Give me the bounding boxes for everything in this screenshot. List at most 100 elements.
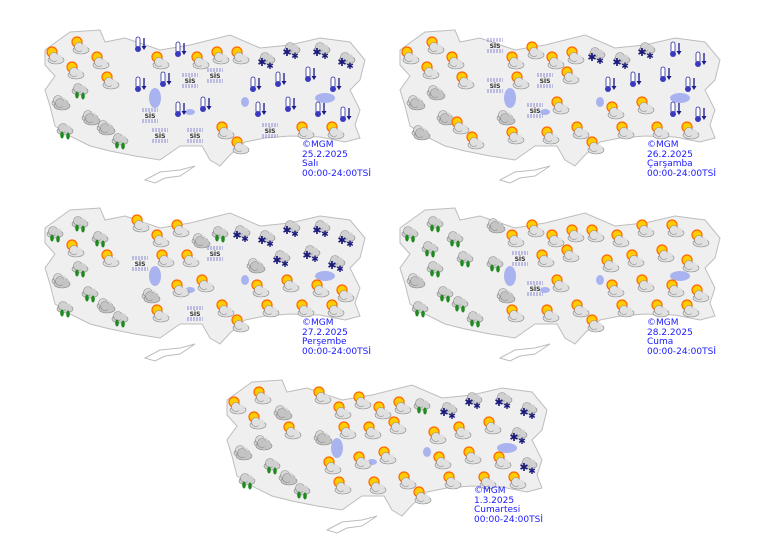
sun-cloud-icon xyxy=(506,51,525,70)
rain-icon xyxy=(71,216,89,233)
sun-cloud-icon xyxy=(326,299,345,318)
date: 27.2.2025 xyxy=(302,327,348,338)
sun-cloud-icon xyxy=(353,451,372,470)
cloud-icon xyxy=(496,288,516,304)
svg-text:✱: ✱ xyxy=(241,235,249,245)
day: Perşembe xyxy=(302,337,347,347)
period: 00:00-24:00TSİ xyxy=(647,168,716,179)
cloud-icon xyxy=(436,110,456,126)
svg-text:✱: ✱ xyxy=(612,56,621,69)
sun-cloud-icon xyxy=(651,121,670,140)
lake xyxy=(241,275,249,285)
cold-thermometer-icon xyxy=(330,76,342,92)
svg-text:✱: ✱ xyxy=(503,402,511,412)
map-caption: ©MGM 25.2.2025 Salı 00:00-24:00TSİ xyxy=(302,140,371,179)
date: 26.2.2025 xyxy=(647,149,693,160)
sun-cloud-icon xyxy=(231,136,250,155)
rain-icon xyxy=(263,458,281,475)
svg-text:✱: ✱ xyxy=(336,265,344,275)
sun-cloud-icon xyxy=(151,51,170,70)
lake xyxy=(596,275,604,285)
svg-text:✱: ✱ xyxy=(518,437,526,447)
sun-cloud-icon xyxy=(413,486,432,505)
lake xyxy=(185,109,195,115)
sun-cloud-icon xyxy=(251,279,270,298)
cloud-icon xyxy=(411,125,431,141)
sun-cloud-icon xyxy=(296,121,315,140)
sun-cloud-icon xyxy=(566,46,585,65)
sun-cloud-icon xyxy=(323,456,342,475)
rain-icon xyxy=(411,301,429,318)
sun-cloud-icon xyxy=(211,46,230,65)
cloud-icon xyxy=(191,233,211,249)
sun-cloud-icon xyxy=(333,401,352,420)
svg-text:✱: ✱ xyxy=(448,412,456,422)
snow-icon: ✱ ✱ xyxy=(282,220,301,240)
svg-text:✱: ✱ xyxy=(621,62,629,72)
cyprus-outline xyxy=(498,343,551,362)
forecast-map-day-4: SİS SİS ©MGM 28.2.2025 Cuma 00:00-24:00TS… xyxy=(385,198,725,368)
sun-cloud-icon xyxy=(368,476,387,495)
map-caption: ©MGM 28.2.2025 Cuma 00:00-24:00TSİ xyxy=(647,318,716,357)
copyright: ©MGM xyxy=(647,318,679,328)
svg-text:SİS: SİS xyxy=(135,261,146,268)
svg-text:SİS: SİS xyxy=(515,256,526,263)
turkey-map: SİS SİS xyxy=(399,207,721,362)
svg-text:✱: ✱ xyxy=(312,46,321,59)
sun-cloud-icon xyxy=(216,121,235,140)
snow-icon: ✱ ✱ xyxy=(337,230,356,250)
fog-icon: SİS xyxy=(142,108,158,123)
svg-text:SİS: SİS xyxy=(540,78,551,85)
sun-cloud-icon xyxy=(483,416,502,435)
map-caption: ©MGM 1.3.2025 Cumartesi 00:00-24:00TSİ xyxy=(474,486,543,525)
sun-cloud-icon xyxy=(363,421,382,440)
rain-icon xyxy=(466,311,484,328)
period: 00:00-24:00TSİ xyxy=(302,346,371,357)
snow-icon: ✱ ✱ xyxy=(327,255,346,275)
sun-cloud-icon xyxy=(636,219,655,238)
sun-cloud-icon xyxy=(666,219,685,238)
rain-icon xyxy=(426,216,444,233)
rain-icon xyxy=(486,256,504,273)
sun-cloud-icon xyxy=(261,299,280,318)
day: Cumartesi xyxy=(474,505,521,515)
svg-text:SİS: SİS xyxy=(210,73,221,80)
cloud-icon xyxy=(81,110,101,126)
svg-text:✱: ✱ xyxy=(528,412,536,422)
cloud-icon xyxy=(273,405,293,421)
cold-thermometer-icon xyxy=(695,106,707,122)
rain-icon xyxy=(71,261,89,278)
sun-cloud-icon xyxy=(353,391,372,410)
sun-cloud-icon xyxy=(636,274,655,293)
rain-icon xyxy=(56,301,74,318)
cold-thermometer-icon xyxy=(175,41,187,57)
sun-cloud-icon xyxy=(616,299,635,318)
copyright: ©MGM xyxy=(647,140,679,150)
sun-cloud-icon xyxy=(601,254,620,273)
snow-icon: ✱ ✱ xyxy=(257,52,276,72)
svg-text:✱: ✱ xyxy=(337,234,346,247)
period: 00:00-24:00TSİ xyxy=(302,168,371,179)
svg-text:✱: ✱ xyxy=(282,46,291,59)
sun-cloud-icon xyxy=(281,274,300,293)
sun-cloud-icon xyxy=(421,61,440,80)
fog-icon: SİS xyxy=(262,123,278,138)
sun-cloud-icon xyxy=(681,299,700,318)
fog-icon: SİS xyxy=(207,68,223,83)
date: 25.2.2025 xyxy=(302,149,348,160)
cold-thermometer-icon xyxy=(135,36,147,52)
svg-text:✱: ✱ xyxy=(596,57,604,67)
rain-icon xyxy=(451,296,469,313)
svg-text:SİS: SİS xyxy=(530,286,541,293)
sun-cloud-icon xyxy=(91,51,110,70)
sun-cloud-icon xyxy=(181,249,200,268)
svg-text:✱: ✱ xyxy=(346,240,354,250)
sun-cloud-icon xyxy=(428,426,447,445)
snow-icon: ✱ ✱ xyxy=(232,225,251,245)
svg-text:SİS: SİS xyxy=(490,43,501,50)
sun-cloud-icon xyxy=(66,239,85,258)
cloud-icon xyxy=(96,298,116,314)
copyright: ©MGM xyxy=(474,486,506,496)
sun-cloud-icon xyxy=(636,96,655,115)
